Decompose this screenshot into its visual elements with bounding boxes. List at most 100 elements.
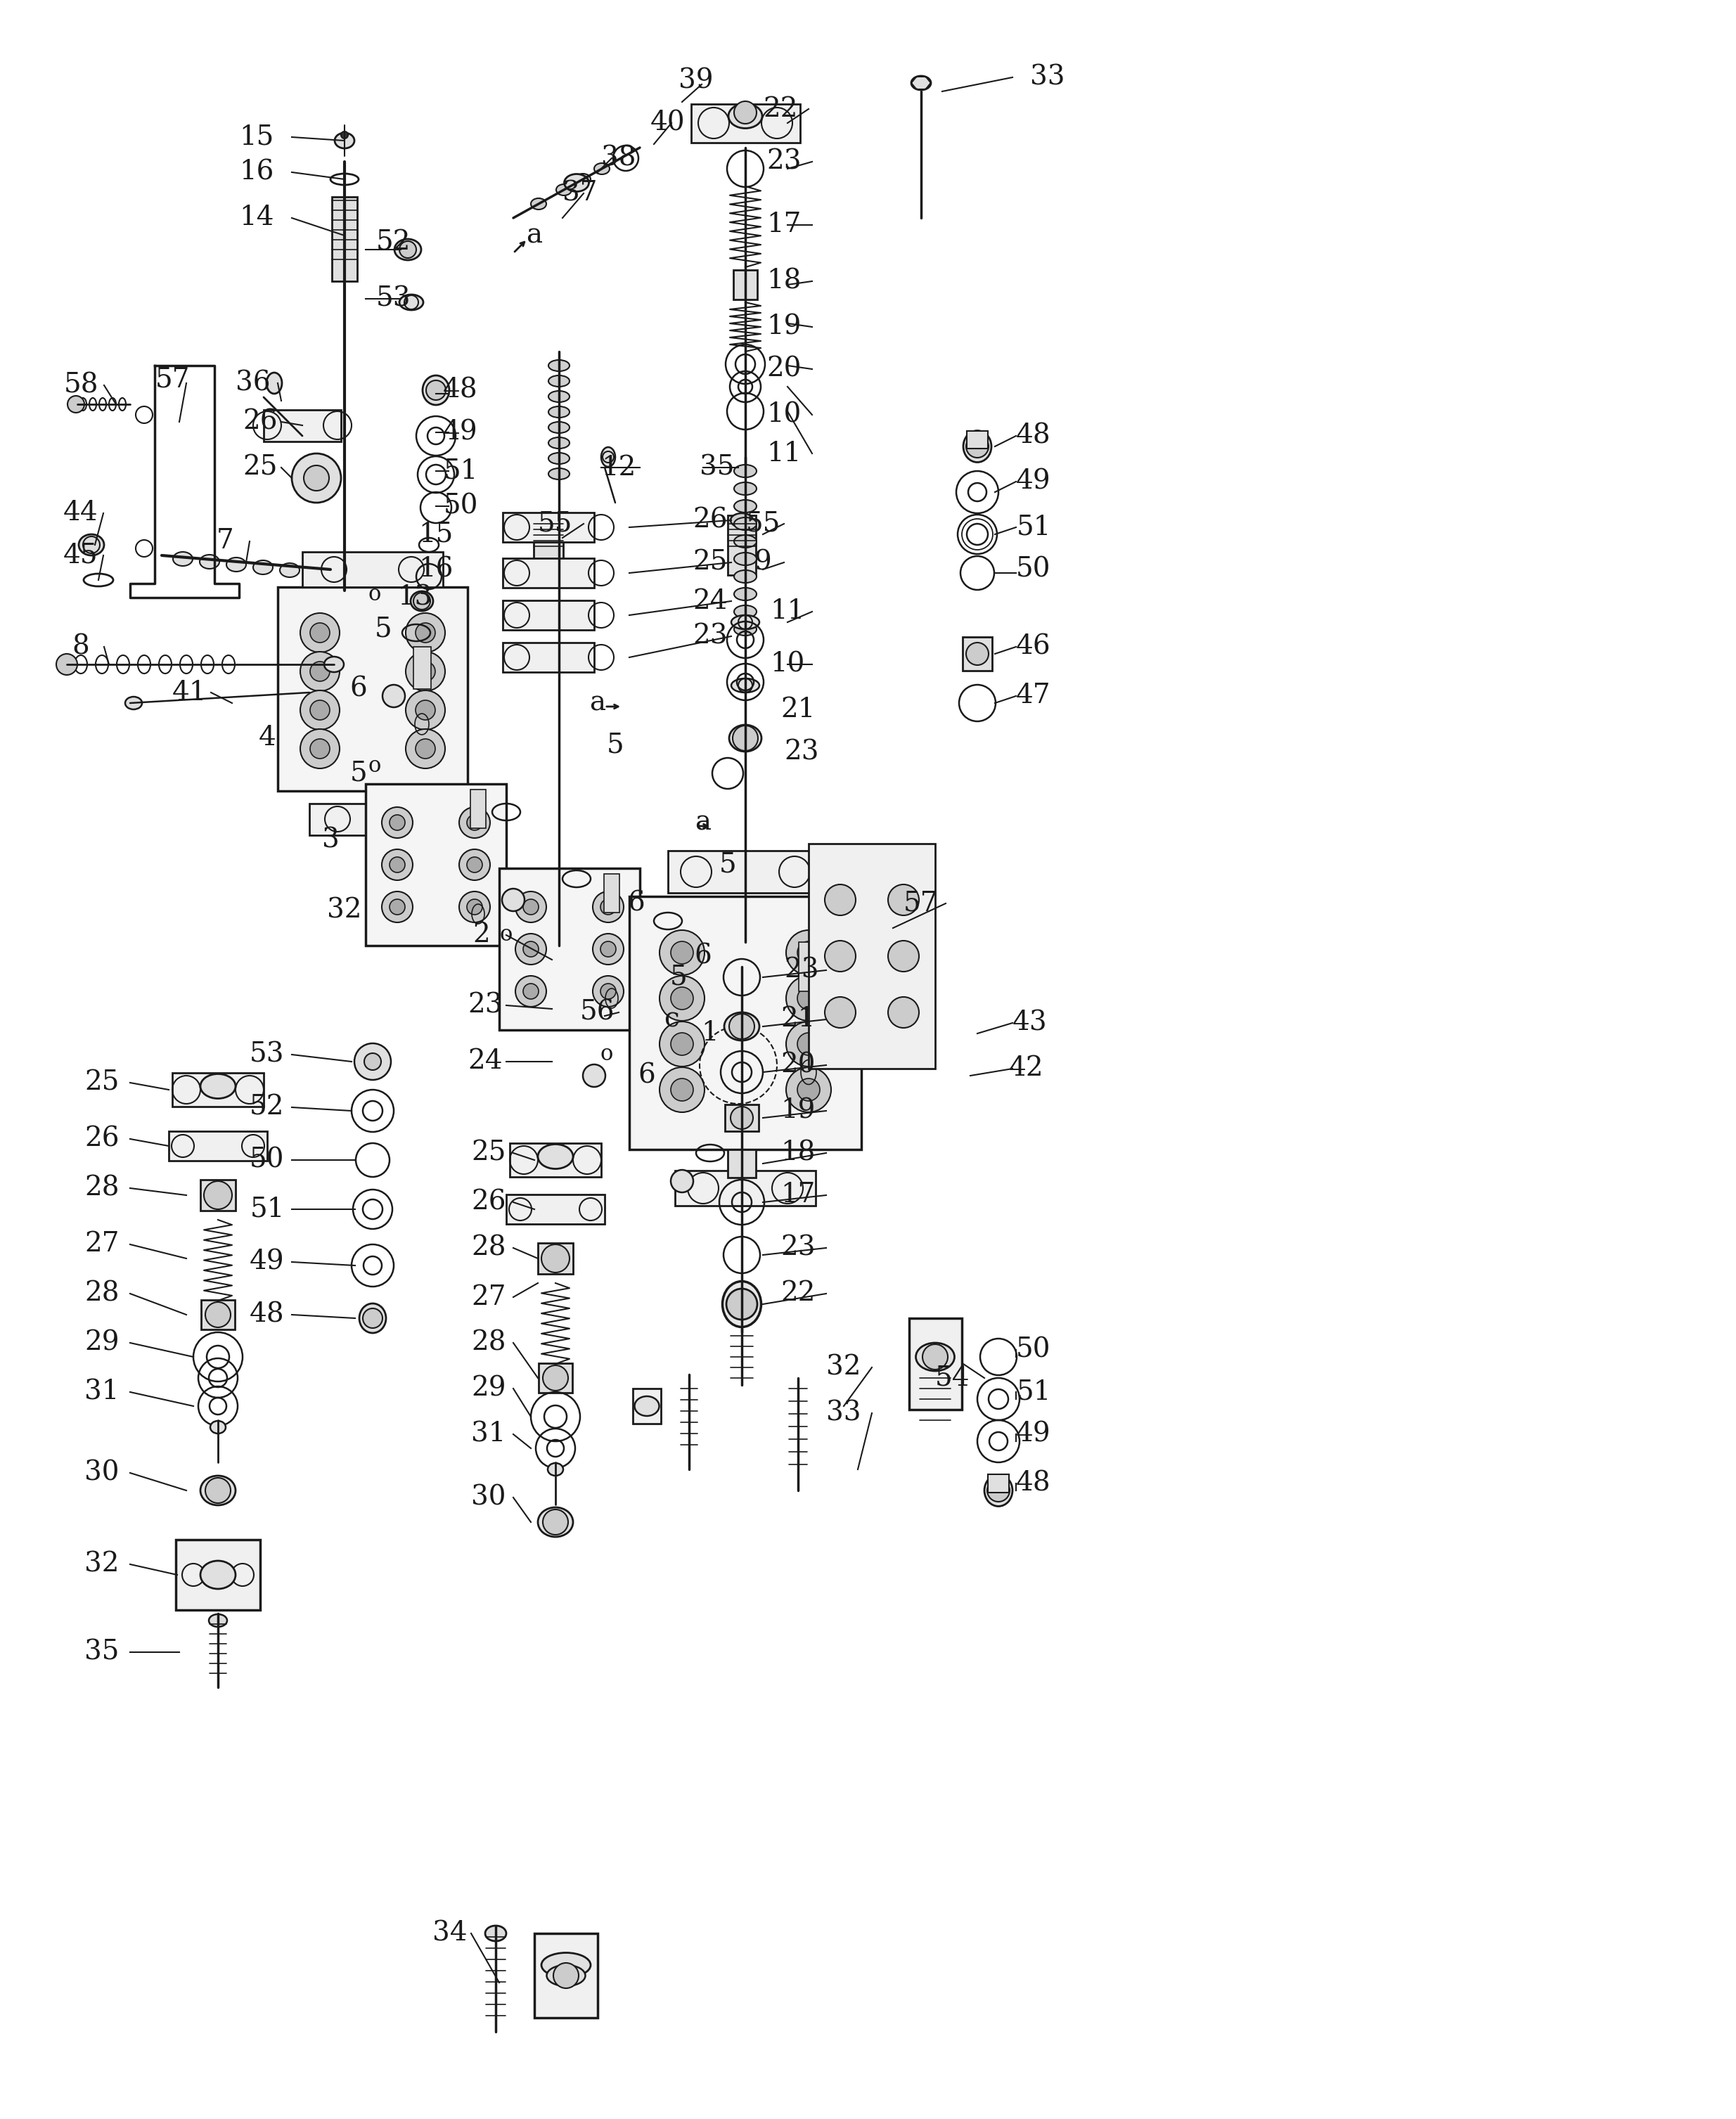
Ellipse shape [734, 464, 757, 477]
Text: 44: 44 [64, 500, 99, 526]
Text: 6: 6 [351, 676, 368, 701]
Text: 49: 49 [443, 420, 477, 445]
Text: 1: 1 [701, 1021, 719, 1047]
Ellipse shape [174, 551, 193, 566]
Text: 5: 5 [351, 761, 368, 786]
Bar [200, 1180, 236, 1210]
Circle shape [583, 1064, 606, 1087]
Circle shape [389, 856, 404, 873]
Text: 58: 58 [64, 373, 99, 398]
Circle shape [467, 856, 483, 873]
Ellipse shape [411, 591, 432, 610]
Bar [967, 430, 988, 449]
Text: 23: 23 [693, 623, 727, 648]
Text: 19: 19 [781, 1098, 816, 1123]
Ellipse shape [731, 678, 759, 693]
Ellipse shape [734, 570, 757, 583]
Text: 2: 2 [472, 922, 490, 947]
Circle shape [670, 1032, 693, 1055]
Text: 53: 53 [250, 1043, 285, 1068]
Circle shape [363, 1307, 382, 1329]
Ellipse shape [549, 453, 569, 464]
Text: o: o [368, 583, 382, 606]
Circle shape [825, 941, 856, 973]
Circle shape [458, 850, 490, 879]
Bar [535, 1933, 597, 2017]
Ellipse shape [399, 295, 424, 309]
Text: 45: 45 [64, 542, 99, 568]
Ellipse shape [731, 615, 759, 629]
Bar [507, 1195, 604, 1225]
Circle shape [554, 1962, 578, 1988]
Bar [988, 1475, 1009, 1492]
Ellipse shape [484, 1926, 507, 1941]
Ellipse shape [531, 199, 547, 210]
Bar [503, 642, 594, 672]
Circle shape [660, 930, 705, 975]
Text: 21: 21 [781, 1007, 816, 1032]
Text: 20: 20 [767, 356, 802, 381]
Text: 6: 6 [639, 1062, 656, 1089]
Text: 52: 52 [377, 229, 411, 256]
Ellipse shape [78, 534, 104, 555]
Circle shape [670, 1079, 693, 1102]
Text: 35: 35 [700, 453, 734, 481]
Ellipse shape [734, 587, 757, 600]
Circle shape [797, 987, 819, 1009]
Text: 3: 3 [321, 826, 339, 854]
Text: 28: 28 [470, 1331, 507, 1356]
Text: 26: 26 [470, 1189, 507, 1214]
Circle shape [889, 941, 918, 973]
Circle shape [592, 934, 623, 964]
Circle shape [354, 1043, 391, 1081]
Ellipse shape [549, 437, 569, 449]
Ellipse shape [734, 483, 757, 496]
Ellipse shape [547, 1964, 585, 1986]
Text: 30: 30 [85, 1460, 120, 1485]
Ellipse shape [125, 697, 142, 710]
Circle shape [340, 131, 347, 138]
Circle shape [467, 898, 483, 915]
Bar [799, 943, 818, 992]
Bar [510, 1142, 601, 1176]
Circle shape [300, 729, 340, 769]
Circle shape [382, 807, 413, 837]
Ellipse shape [200, 555, 219, 568]
Bar [500, 869, 641, 1030]
Text: 22: 22 [764, 95, 799, 123]
Bar [733, 269, 757, 299]
Text: 31: 31 [470, 1422, 505, 1447]
Bar [201, 1299, 234, 1329]
Text: 48: 48 [1016, 1471, 1050, 1496]
Bar [503, 557, 594, 587]
Ellipse shape [917, 1343, 955, 1371]
Text: 31: 31 [85, 1379, 120, 1405]
Text: 25: 25 [470, 1140, 507, 1165]
Text: 11: 11 [767, 441, 802, 466]
Bar [628, 896, 861, 1148]
Bar [727, 515, 755, 574]
Circle shape [601, 941, 616, 958]
Ellipse shape [538, 1144, 573, 1170]
Circle shape [825, 996, 856, 1028]
Bar [175, 1541, 260, 1610]
Circle shape [729, 1013, 755, 1038]
Bar [332, 197, 358, 282]
Text: 48: 48 [443, 377, 477, 403]
Circle shape [542, 1244, 569, 1274]
Ellipse shape [734, 623, 757, 636]
Text: 14: 14 [240, 206, 274, 231]
Ellipse shape [359, 1303, 385, 1333]
Text: 35: 35 [85, 1640, 120, 1666]
Bar [691, 104, 800, 142]
Ellipse shape [594, 163, 609, 174]
Ellipse shape [200, 1475, 236, 1504]
Circle shape [734, 102, 757, 123]
Text: 28: 28 [85, 1280, 120, 1307]
Ellipse shape [549, 390, 569, 403]
Text: 18: 18 [767, 269, 802, 295]
Circle shape [292, 453, 340, 502]
Ellipse shape [729, 725, 762, 752]
Circle shape [406, 691, 444, 729]
Circle shape [56, 655, 78, 676]
